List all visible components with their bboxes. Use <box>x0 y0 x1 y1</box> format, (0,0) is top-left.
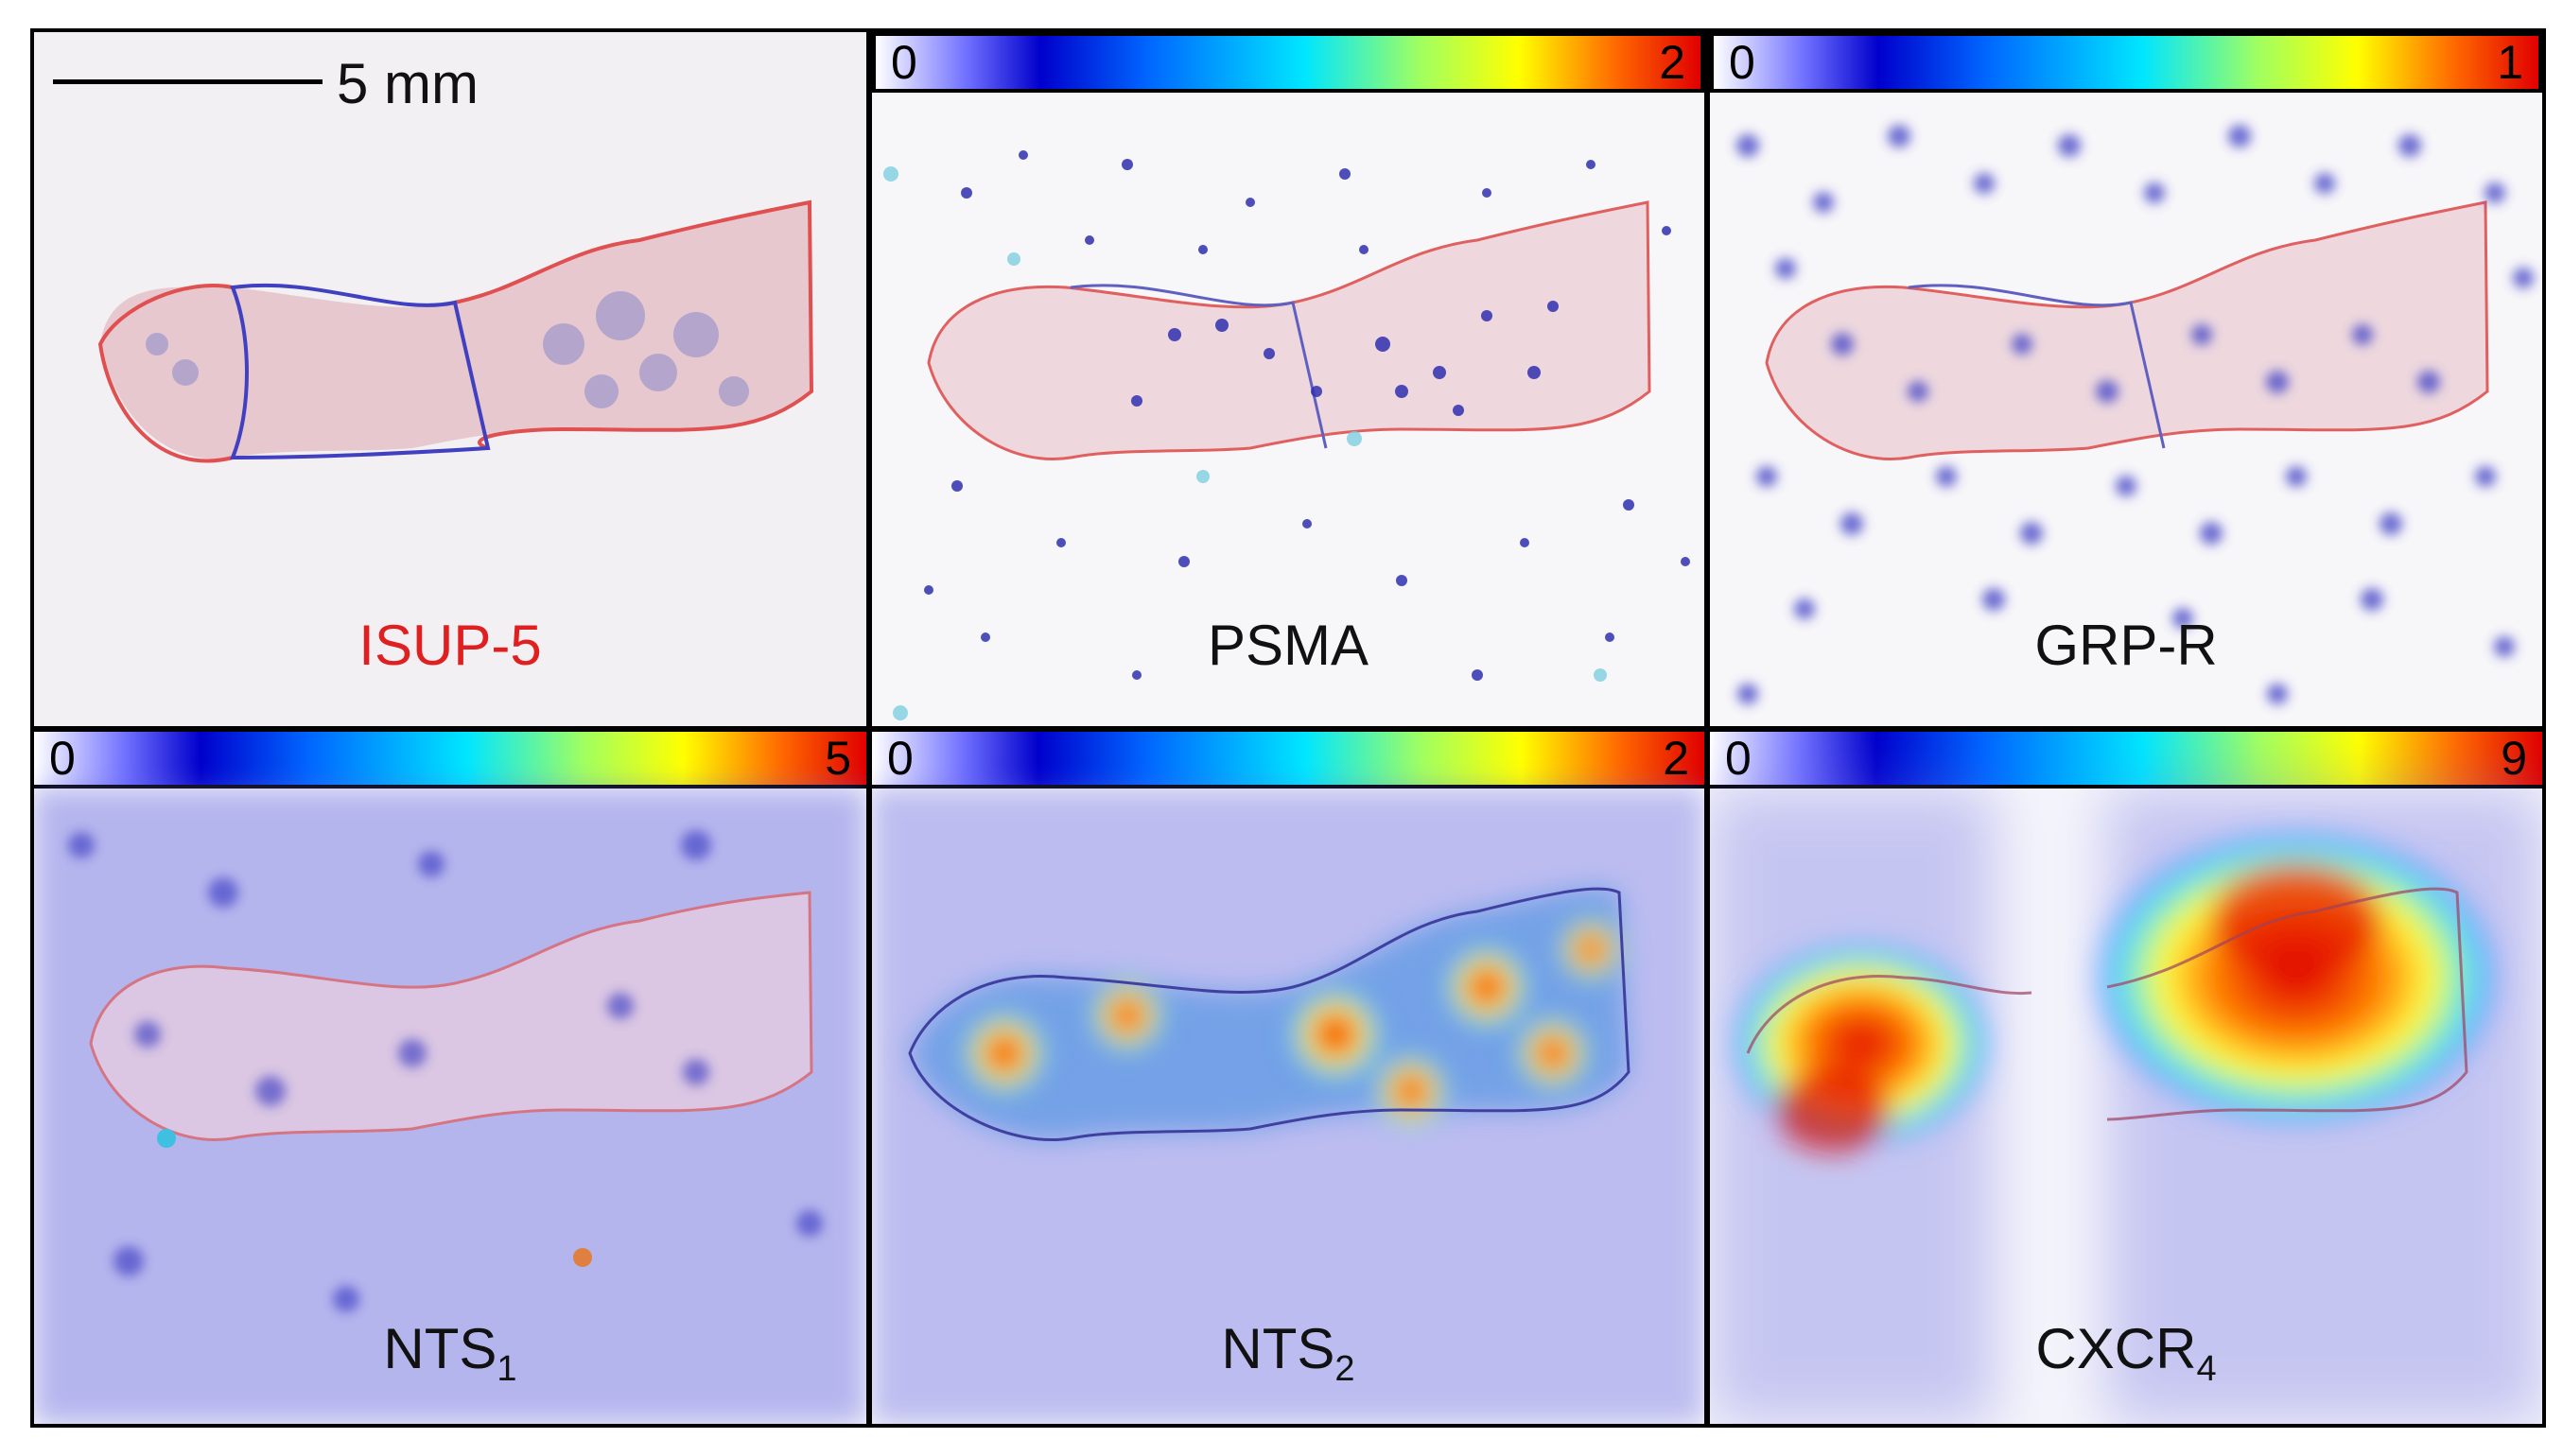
colorbar-nts2: 0 2 <box>872 732 1704 789</box>
colorbar-cxcr4: 0 9 <box>1710 732 2542 789</box>
panel-grpr: 0 1 GRP-R <box>1706 28 2546 730</box>
colorbar-nts1: 0 5 <box>34 732 866 789</box>
nts1-label-sub: 1 <box>497 1349 517 1389</box>
cxcr4-label-sub: 4 <box>2196 1349 2217 1389</box>
panel-cxcr4: 0 9 CXCR4 <box>1706 728 2546 1428</box>
scale-bar-line <box>53 79 323 84</box>
scale-bar-label: 5 mm <box>337 52 479 115</box>
panel-nts1-label: NTS1 <box>34 1316 866 1390</box>
colorbar-cxcr4-min: 0 <box>1725 732 1752 785</box>
colorbar-nts1-min: 0 <box>49 732 76 785</box>
cxcr4-signal-image <box>1710 789 2542 1424</box>
colorbar-nts2-min: 0 <box>887 732 914 785</box>
colorbar-grpr: 0 1 <box>1710 32 2542 93</box>
panel-grpr-label: GRP-R <box>2034 614 2218 677</box>
colorbar-nts2-max: 2 <box>1663 732 1689 785</box>
nts2-label-base: NTS <box>1221 1317 1335 1380</box>
panel-cxcr4-label: CXCR4 <box>1710 1316 2542 1390</box>
colorbar-cxcr4-max: 9 <box>2501 732 2527 785</box>
panel-he-label: ISUP-5 <box>358 614 542 677</box>
panel-psma-label: PSMA <box>1207 614 1369 677</box>
colorbar-grpr-max: 1 <box>2497 36 2523 89</box>
panel-nts1: 0 5 NTS1 <box>30 728 870 1428</box>
colorbar-grpr-min: 0 <box>1729 36 1755 89</box>
colorbar-psma-max: 2 <box>1659 36 1685 89</box>
panel-nts2: 0 2 NTS2 <box>868 728 1708 1428</box>
colorbar-nts1-max: 5 <box>825 732 851 785</box>
cxcr4-label-base: CXCR <box>2035 1317 2197 1380</box>
psma-signal-image <box>883 150 1690 720</box>
colorbar-psma-min: 0 <box>891 36 917 89</box>
nts1-label-base: NTS <box>383 1317 497 1380</box>
grpr-signal-image <box>1736 125 2534 704</box>
panel-psma: 0 2 PSMA <box>868 28 1708 730</box>
nts2-signal-image <box>872 789 1704 1424</box>
colorbar-psma: 0 2 <box>872 32 1704 93</box>
panel-he-isup5: 5 mm ISUP-5 <box>30 28 870 730</box>
nts2-label-sub: 2 <box>1334 1349 1355 1389</box>
panel-nts2-label: NTS2 <box>872 1316 1704 1390</box>
nts1-signal-image <box>34 789 866 1424</box>
he-tissue-image <box>97 199 814 463</box>
